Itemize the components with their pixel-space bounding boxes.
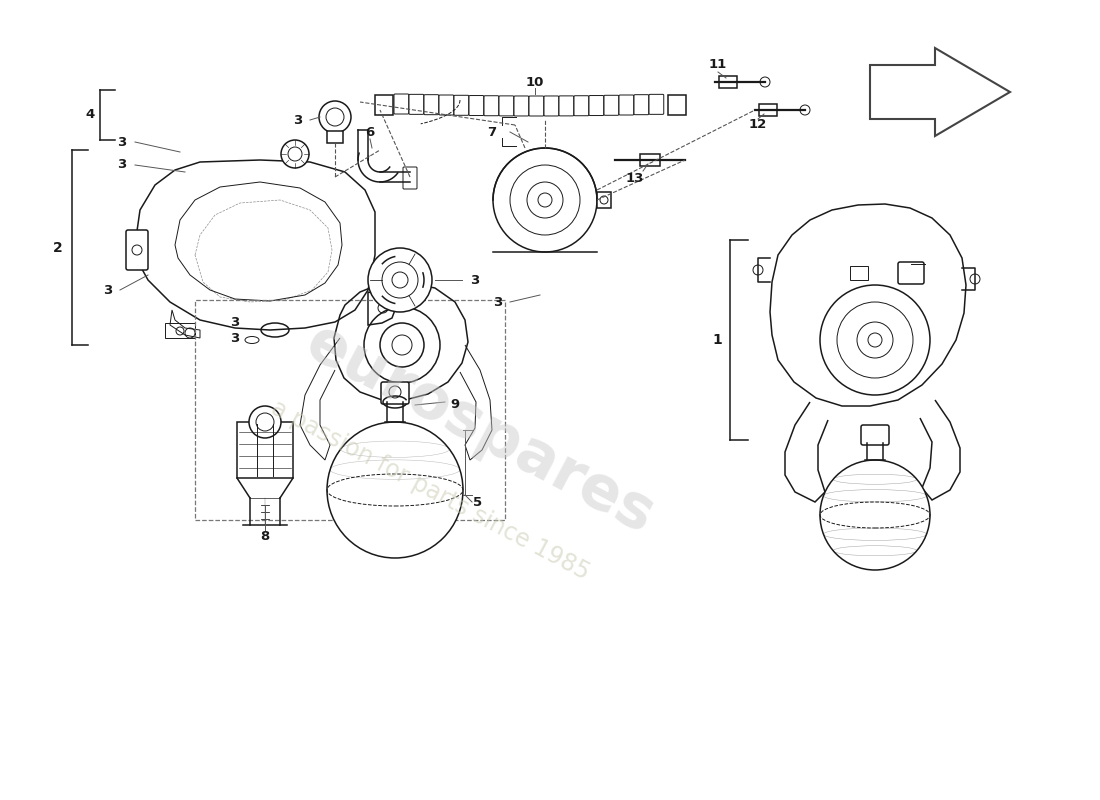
FancyBboxPatch shape <box>619 95 634 115</box>
Text: 3: 3 <box>494 295 503 309</box>
Circle shape <box>368 248 432 312</box>
FancyBboxPatch shape <box>597 192 611 208</box>
Bar <box>165 323 195 338</box>
Circle shape <box>493 148 597 252</box>
FancyBboxPatch shape <box>529 96 543 116</box>
Text: 7: 7 <box>487 126 496 138</box>
FancyBboxPatch shape <box>409 94 424 114</box>
FancyBboxPatch shape <box>403 167 417 189</box>
FancyBboxPatch shape <box>454 95 469 115</box>
Text: 11: 11 <box>708 58 727 71</box>
Text: 2: 2 <box>53 241 63 255</box>
FancyBboxPatch shape <box>861 425 889 445</box>
FancyBboxPatch shape <box>327 131 343 143</box>
Text: 13: 13 <box>626 171 645 185</box>
FancyBboxPatch shape <box>499 96 514 116</box>
FancyBboxPatch shape <box>604 95 618 115</box>
FancyBboxPatch shape <box>668 95 686 115</box>
FancyBboxPatch shape <box>898 262 924 284</box>
FancyBboxPatch shape <box>634 94 649 114</box>
FancyBboxPatch shape <box>559 96 574 116</box>
Text: 10: 10 <box>526 75 544 89</box>
Text: 3: 3 <box>471 274 480 286</box>
FancyBboxPatch shape <box>469 95 484 115</box>
FancyBboxPatch shape <box>424 94 439 114</box>
FancyBboxPatch shape <box>126 230 148 270</box>
Bar <box>195 300 505 520</box>
Text: 12: 12 <box>749 118 767 131</box>
Circle shape <box>327 422 463 558</box>
FancyBboxPatch shape <box>574 96 589 116</box>
Circle shape <box>800 105 810 115</box>
Circle shape <box>760 77 770 87</box>
FancyBboxPatch shape <box>588 95 604 115</box>
Text: 8: 8 <box>261 530 270 543</box>
FancyBboxPatch shape <box>381 382 409 404</box>
Circle shape <box>820 460 930 570</box>
FancyBboxPatch shape <box>484 96 498 116</box>
Circle shape <box>382 262 418 298</box>
Text: 9: 9 <box>450 398 460 411</box>
FancyBboxPatch shape <box>759 104 777 116</box>
Text: 5: 5 <box>473 495 483 509</box>
Text: 3: 3 <box>118 158 127 171</box>
Text: 3: 3 <box>103 283 112 297</box>
Text: 3: 3 <box>230 315 240 329</box>
Text: 4: 4 <box>86 109 95 122</box>
Bar <box>236 422 293 478</box>
Text: 3: 3 <box>118 135 127 149</box>
FancyBboxPatch shape <box>850 266 868 280</box>
FancyBboxPatch shape <box>375 95 393 115</box>
Text: 3: 3 <box>294 114 302 126</box>
FancyBboxPatch shape <box>439 95 453 115</box>
FancyBboxPatch shape <box>514 96 529 116</box>
FancyBboxPatch shape <box>544 96 559 116</box>
Circle shape <box>249 406 280 438</box>
Text: eurospares: eurospares <box>296 314 664 546</box>
Text: 3: 3 <box>230 331 240 345</box>
Text: a passion for parts since 1985: a passion for parts since 1985 <box>266 395 593 585</box>
Text: 1: 1 <box>712 333 722 347</box>
FancyBboxPatch shape <box>640 154 660 166</box>
FancyBboxPatch shape <box>394 94 409 114</box>
FancyBboxPatch shape <box>649 94 663 114</box>
Circle shape <box>280 140 309 168</box>
Text: 6: 6 <box>365 126 375 138</box>
FancyBboxPatch shape <box>719 76 737 88</box>
Circle shape <box>319 101 351 133</box>
